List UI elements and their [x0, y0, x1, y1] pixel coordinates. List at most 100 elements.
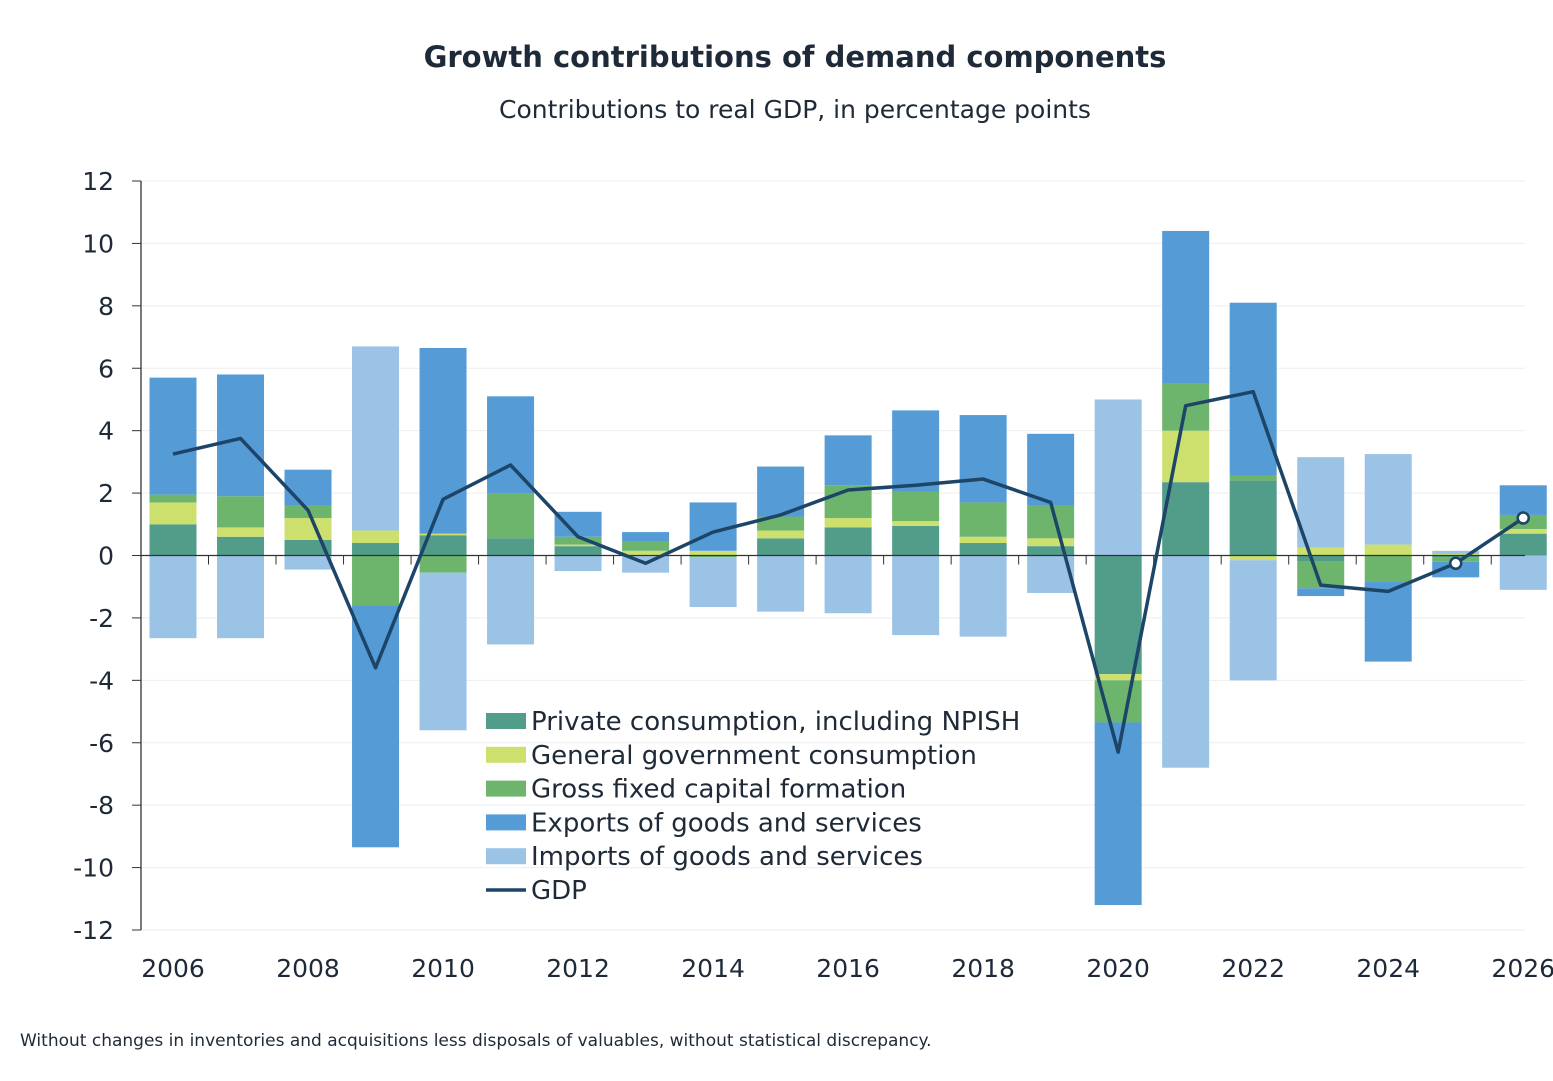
bar-segment-2014-series-2	[689, 555, 737, 558]
y-tick-label: 4	[98, 417, 114, 446]
bar-segment-2006-series-4	[149, 555, 197, 639]
bar-segment-2010-series-3	[419, 347, 467, 534]
y-tick-label: -10	[73, 854, 114, 883]
bar-segment-2009-series-0	[352, 543, 400, 556]
bar-segment-2009-series-3	[352, 605, 400, 848]
bar-segment-2012-series-1	[554, 544, 602, 547]
bar-segment-2020-series-1	[1094, 674, 1142, 681]
legend: Private consumption, including NPISH Gene…	[486, 707, 1020, 906]
bar-segment-2011-series-3	[487, 396, 535, 494]
bar-segment-2013-series-1	[622, 550, 670, 556]
bar-segment-2008-series-3	[284, 469, 332, 506]
bar-segment-2017-series-0	[892, 525, 940, 556]
bar-segment-2022-series-1	[1229, 555, 1277, 561]
y-tick-label: 0	[98, 542, 114, 571]
x-tick-label: 2026	[1491, 954, 1553, 983]
bar-segment-2016-series-3	[824, 435, 872, 486]
bar-segment-2009-series-1	[352, 530, 400, 544]
bar-segment-2012-series-4	[554, 555, 602, 572]
legend-swatch	[486, 746, 526, 763]
bar-segment-2019-series-1	[1027, 538, 1075, 547]
bar-segment-2010-series-2	[419, 555, 467, 573]
bar-segment-2007-series-2	[217, 496, 265, 528]
bar-segment-2026-series-0	[1499, 533, 1547, 556]
bar-segment-2020-series-0	[1094, 555, 1142, 675]
y-tick-label: 2	[98, 479, 114, 508]
bar-segment-2026-series-1	[1499, 528, 1547, 534]
bar-segment-2017-series-3	[892, 410, 940, 492]
bar-segment-2018-series-2	[959, 502, 1007, 537]
legend-label: Exports of goods and services	[531, 808, 922, 838]
x-tick-label: 2024	[1356, 954, 1420, 983]
x-axis-ticks: 2006 2008 2010 2012 2014 2016 2018 2020 2022 2024…	[141, 954, 1553, 983]
x-tick-label: 2022	[1221, 954, 1285, 983]
bar-segment-2025-series-1	[1432, 553, 1480, 556]
bar-segment-2021-series-4	[1162, 555, 1210, 768]
bar-segment-2023-series-4	[1297, 457, 1345, 548]
legend-label: Imports of goods and services	[531, 842, 923, 872]
bar-stacks	[149, 230, 1547, 906]
y-tick-label: 6	[98, 354, 114, 383]
bar-segment-2015-series-2	[757, 516, 805, 531]
bar-segment-2007-series-4	[217, 555, 265, 639]
bar-segment-2024-series-3	[1364, 582, 1412, 662]
bar-segment-2013-series-2	[622, 541, 670, 551]
bar-segment-2016-series-1	[824, 518, 872, 528]
bar-segment-2015-series-1	[757, 530, 805, 539]
y-tick-label: -2	[89, 604, 114, 633]
bar-segment-2019-series-0	[1027, 546, 1075, 556]
bar-segment-2012-series-2	[554, 536, 602, 545]
bar-segment-2010-series-0	[419, 535, 467, 556]
bar-segment-2011-series-2	[487, 493, 535, 539]
footnote: Without changes in inventories and acqui…	[20, 1031, 932, 1051]
bar-segment-2013-series-3	[622, 532, 670, 542]
x-tick-label: 2012	[546, 954, 610, 983]
bar-segment-2008-series-1	[284, 518, 332, 540]
bar-segment-2006-series-0	[149, 524, 197, 556]
bar-segment-2023-series-3	[1297, 588, 1345, 597]
bar-segment-2016-series-0	[824, 527, 872, 556]
x-tick-label: 2018	[951, 954, 1015, 983]
legend-swatch	[486, 814, 526, 831]
x-tick-label: 2016	[816, 954, 880, 983]
bar-segment-2012-series-3	[554, 511, 602, 537]
gdp-point-2026	[1516, 511, 1530, 525]
bar-segment-2014-series-4	[689, 557, 737, 607]
bar-segment-2007-series-3	[217, 374, 265, 497]
legend-swatch	[486, 848, 526, 865]
x-tick-label: 2020	[1086, 954, 1150, 983]
legend-label: General government consumption	[531, 741, 977, 771]
x-tick-label: 2006	[141, 954, 205, 983]
chart-subtitle: Contributions to real GDP, in percentage…	[499, 95, 1091, 124]
bar-segment-2023-series-0	[1297, 555, 1345, 562]
bar-segment-2007-series-1	[217, 527, 265, 537]
bar-segment-2006-series-1	[149, 502, 197, 525]
bar-segment-2022-series-4	[1229, 560, 1277, 681]
bar-segment-2007-series-0	[217, 536, 265, 556]
bar-segment-2017-series-4	[892, 555, 940, 636]
x-tick-label: 2010	[411, 954, 475, 983]
bar-segment-2006-series-2	[149, 494, 197, 503]
bar-segment-2022-series-3	[1229, 302, 1277, 476]
bar-segment-2019-series-3	[1027, 433, 1075, 506]
y-tick-label: -6	[89, 729, 114, 758]
bar-segment-2018-series-4	[959, 555, 1007, 637]
y-tick-label: -4	[89, 666, 114, 695]
gdp-series-line	[172, 389, 1525, 754]
x-tick-label: 2008	[276, 954, 340, 983]
bar-segment-2021-series-1	[1162, 430, 1210, 483]
x-tick-label: 2014	[681, 954, 745, 983]
bar-segment-2022-series-0	[1229, 480, 1277, 556]
gdp-point-2025	[1448, 556, 1463, 571]
y-tick-label: 12	[82, 167, 114, 196]
bar-segment-2025-series-0	[1432, 555, 1480, 558]
bar-segment-2023-series-1	[1297, 547, 1345, 556]
bar-segment-2019-series-2	[1027, 505, 1075, 539]
bar-segment-2008-series-4	[284, 555, 332, 570]
legend-swatch	[486, 713, 526, 729]
y-tick-label: -8	[89, 791, 114, 820]
bar-segment-2012-series-0	[554, 546, 602, 556]
legend-label: GDP	[531, 876, 587, 906]
legend-label: Gross fixed capital formation	[531, 775, 906, 805]
legend-swatch	[486, 780, 526, 797]
